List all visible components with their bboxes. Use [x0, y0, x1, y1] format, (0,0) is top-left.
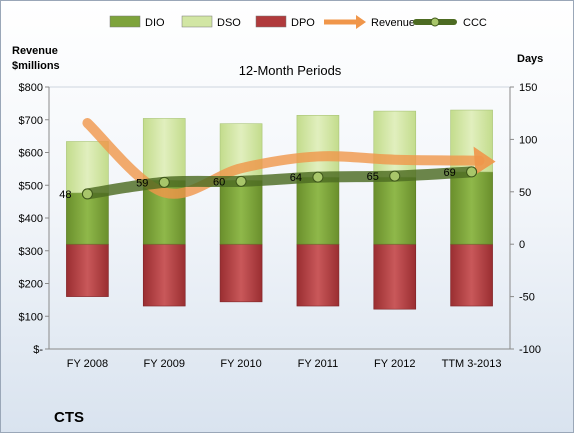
legend-swatch [181, 15, 213, 28]
ccc-marker [389, 170, 401, 182]
legend-label: DPO [291, 17, 315, 29]
ccc-marker [466, 166, 478, 178]
bar-dpo [142, 243, 186, 307]
legend-swatch [255, 15, 287, 28]
ccc-data-label: 59 [136, 177, 148, 189]
x-tick-label: TTM 3-2013 [442, 358, 502, 370]
bars [66, 109, 493, 310]
ccc-data-label: 64 [290, 172, 302, 184]
bar-dio [66, 192, 109, 245]
bar-dpo [296, 243, 340, 307]
legend-item-ccc: CCC [413, 17, 487, 29]
bar-dio [219, 179, 263, 245]
x-axis-ticks: FY 2008 FY 2009 FY 2010 FY 2011 FY 2012 TTM 3… [67, 358, 502, 370]
bar-dpo [450, 243, 493, 307]
left-tick-label: $400 [19, 213, 43, 225]
gridlines [48, 86, 511, 350]
right-tick-label: 0 [519, 239, 525, 251]
bar-dso [142, 118, 186, 181]
ccc-data-label: 48 [59, 189, 71, 201]
x-tick-label: FY 2011 [298, 358, 339, 370]
left-axis-ticks: $- $100 $200 $300 $400 $500 $600 $700 $800 [19, 82, 49, 356]
ccc-line [81, 166, 478, 200]
legend-item-dso: DSO [181, 15, 241, 29]
left-tick-label: $100 [19, 311, 43, 323]
legend-label: DSO [217, 17, 241, 29]
legend-item-revenue: Revenue [324, 15, 415, 29]
right-axis-label: Days [517, 53, 543, 65]
ccc-data-label: 60 [213, 176, 225, 188]
legend-item-dpo: DPO [255, 15, 315, 29]
left-tick-label: $200 [19, 279, 43, 291]
legend-label: Revenue [371, 17, 415, 29]
legend-label: DIO [145, 17, 165, 29]
left-tick-label: $- [33, 344, 43, 356]
ccc-marker [312, 171, 324, 183]
bar-dpo [373, 243, 417, 310]
left-axis-label-line2: $millions [12, 60, 60, 72]
ccc-marker [235, 175, 247, 187]
x-tick-label: FY 2012 [374, 358, 415, 370]
revenue-arrowhead [473, 146, 496, 175]
left-tick-label: $300 [19, 246, 43, 258]
legend: DIO DSO DPO Revenue CCC [109, 15, 487, 29]
bar-dio [450, 171, 493, 245]
bar-dio [373, 176, 417, 245]
legend-swatch [109, 15, 141, 28]
left-tick-label: $600 [19, 148, 43, 160]
left-tick-label: $700 [19, 115, 43, 127]
right-tick-label: 150 [519, 82, 537, 94]
bar-dpo [219, 243, 263, 303]
right-tick-label: 50 [519, 187, 531, 199]
left-tick-label: $500 [19, 180, 43, 192]
bar-dso [373, 110, 417, 178]
ccc-marker [81, 188, 93, 200]
chart-title: 12-Month Periods [239, 63, 342, 78]
ccc-marker [158, 176, 170, 188]
plot-area [48, 86, 511, 350]
bar-dio [296, 176, 340, 245]
ccc-data-label: 65 [367, 171, 379, 183]
x-tick-label: FY 2008 [67, 358, 108, 370]
right-tick-label: 100 [519, 134, 537, 146]
right-tick-label: -50 [519, 292, 535, 304]
ccc-series: 48 59 60 64 65 69 [59, 166, 478, 201]
bar-dso [66, 141, 109, 194]
x-tick-label: FY 2010 [220, 358, 261, 370]
company-name: CTS [54, 409, 84, 426]
legend-item-dio: DIO [109, 15, 165, 29]
legend-label: CCC [463, 17, 487, 29]
left-tick-label: $800 [19, 82, 43, 94]
x-tick-label: FY 2009 [144, 358, 185, 370]
bar-dso [296, 114, 340, 178]
right-tick-label: -100 [519, 344, 541, 356]
bar-dpo [66, 243, 109, 297]
right-axis-ticks: -100 -50 0 50 100 150 [510, 82, 541, 356]
left-axis-label-line1: Revenue [12, 45, 58, 57]
ccc-data-label: 69 [443, 167, 455, 179]
